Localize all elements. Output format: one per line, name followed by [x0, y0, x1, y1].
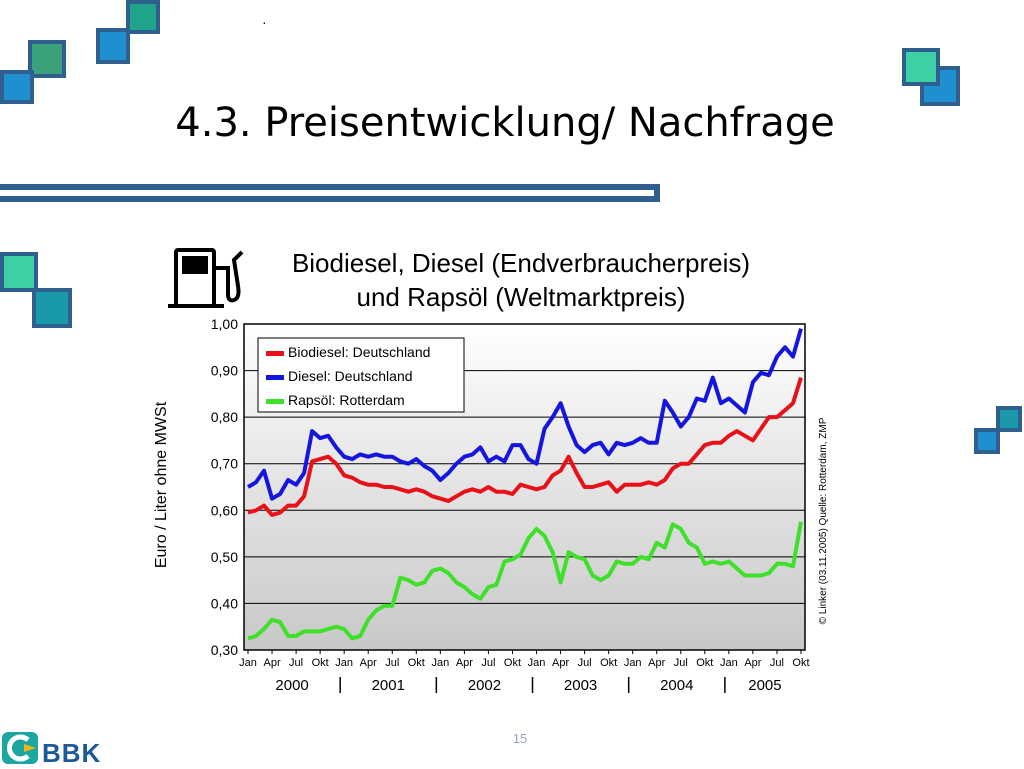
x-tick-label: Okt: [696, 657, 713, 669]
y-tick-label: 0,80: [211, 409, 238, 425]
y-tick-label: 1,00: [211, 316, 238, 332]
bbk-logo-icon: [2, 732, 38, 764]
decor-square: [32, 288, 72, 328]
x-tick-label: Jan: [528, 657, 546, 669]
year-label: 2001: [372, 677, 405, 694]
x-tick-label: Jul: [770, 657, 784, 669]
decor-square: [902, 48, 940, 86]
chart-title: Biodiesel, Diesel (Endverbraucherpreis): [292, 248, 750, 278]
x-tick-label: Apr: [263, 657, 280, 669]
decor-square: [996, 406, 1022, 432]
y-axis-label: Euro / Liter ohne MWSt: [153, 401, 170, 568]
chart-subtitle: und Rapsöl (Weltmarktpreis): [357, 282, 686, 312]
logo-text: BBK: [42, 738, 102, 768]
plot-frame: [243, 323, 806, 651]
x-tick-label: Jan: [239, 657, 257, 669]
x-tick-label: Jul: [578, 657, 592, 669]
legend: Biodiesel: Deutschland Diesel: Deutschlan…: [257, 337, 465, 413]
x-tick-label: Apr: [456, 657, 473, 669]
y-tick-label: 0,90: [211, 363, 238, 379]
y-tick-label: 0,30: [211, 642, 238, 658]
x-tick-label: Jul: [674, 657, 688, 669]
decor-square: [0, 70, 34, 104]
year-label: 2000: [275, 677, 308, 694]
decor-square: [28, 40, 66, 78]
x-tick-label: Jan: [624, 657, 642, 669]
dot-mark: ·: [262, 14, 267, 30]
x-tick-label: Jul: [289, 657, 303, 669]
x-tick-label: Okt: [504, 657, 521, 669]
legend-box: [257, 337, 465, 413]
x-tick-label: Okt: [600, 657, 617, 669]
title-rule: [0, 184, 660, 202]
y-tick-label: 0,40: [211, 595, 238, 611]
decor-square: [974, 428, 1000, 454]
x-tick-label: Jan: [431, 657, 449, 669]
series-line-2: [246, 328, 803, 501]
x-tick-label: Jan: [335, 657, 353, 669]
legend-label: Biodiesel: Deutschland: [288, 344, 430, 360]
legend-label: Diesel: Deutschland: [288, 368, 413, 384]
legend-swatch: [266, 399, 284, 404]
x-tick-label: Okt: [792, 657, 809, 669]
x-tick-label: Jul: [385, 657, 399, 669]
chart-svg: Biodiesel, Diesel (Endverbraucherpreis) …: [153, 248, 829, 694]
x-tick-label: Apr: [552, 657, 569, 669]
x-tick-label: Apr: [360, 657, 377, 669]
price-chart: Biodiesel, Diesel (Endverbraucherpreis) …: [146, 238, 832, 700]
year-label: 2003: [564, 677, 597, 694]
page-number: 15: [512, 731, 528, 746]
slide-title: 4.3. Preisentwicklung/ Nachfrage: [175, 100, 835, 146]
y-tick-label: 0,60: [211, 502, 238, 518]
series-line-3: [247, 521, 803, 641]
legend-label: Rapsöl: Rotterdam: [288, 392, 405, 408]
x-tick-label: Jan: [720, 657, 738, 669]
y-tick-label: 0,70: [211, 456, 238, 472]
credit-text: © Linker (03.11.2005) Quelle: Rotterdam,…: [818, 417, 829, 624]
fuel-pump-icon: [168, 248, 244, 308]
x-tick-label: Okt: [408, 657, 425, 669]
year-label: 2004: [660, 677, 693, 694]
x-tick-label: Apr: [744, 657, 761, 669]
legend-swatch: [266, 375, 284, 380]
decor-square: [0, 252, 38, 292]
decor-square: [126, 0, 160, 34]
decor-square: [96, 28, 130, 64]
x-tick-label: Okt: [312, 657, 329, 669]
y-tick-label: 0,50: [211, 549, 238, 565]
x-tick-label: Jul: [481, 657, 495, 669]
legend-swatch: [266, 351, 284, 356]
series-line-1: [247, 377, 803, 517]
x-tick-label: Apr: [648, 657, 665, 669]
year-label: 2005: [748, 677, 781, 694]
year-label: 2002: [468, 677, 501, 694]
